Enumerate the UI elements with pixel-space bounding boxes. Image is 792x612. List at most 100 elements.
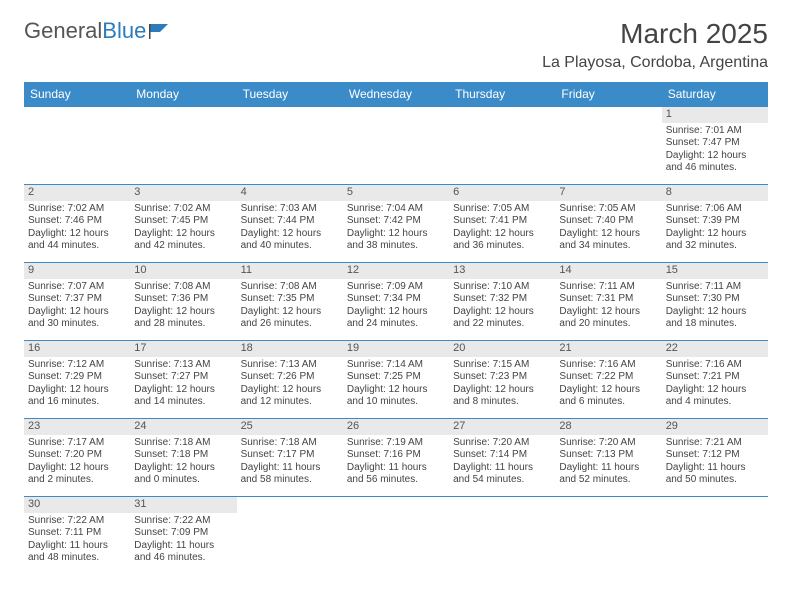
sunset-text: Sunset: 7:14 PM [453, 449, 551, 462]
sunset-text: Sunset: 7:41 PM [453, 215, 551, 228]
daylight-text: Daylight: 11 hours and 50 minutes. [666, 462, 764, 487]
day-number: 5 [343, 185, 449, 201]
calendar-body: 1Sunrise: 7:01 AMSunset: 7:47 PMDaylight… [24, 107, 768, 575]
sunset-text: Sunset: 7:31 PM [559, 293, 657, 306]
calendar-day-cell: 7Sunrise: 7:05 AMSunset: 7:40 PMDaylight… [555, 185, 661, 263]
sunset-text: Sunset: 7:16 PM [347, 449, 445, 462]
sunset-text: Sunset: 7:45 PM [134, 215, 232, 228]
sunset-text: Sunset: 7:32 PM [453, 293, 551, 306]
sunrise-text: Sunrise: 7:21 AM [666, 437, 764, 450]
calendar-table: SundayMondayTuesdayWednesdayThursdayFrid… [24, 82, 768, 575]
daylight-text: Daylight: 12 hours and 6 minutes. [559, 384, 657, 409]
day-number: 25 [237, 419, 343, 435]
daylight-text: Daylight: 12 hours and 28 minutes. [134, 306, 232, 331]
weekday-header-row: SundayMondayTuesdayWednesdayThursdayFrid… [24, 82, 768, 107]
sunset-text: Sunset: 7:11 PM [28, 527, 126, 540]
daylight-text: Daylight: 12 hours and 38 minutes. [347, 228, 445, 253]
day-number: 13 [449, 263, 555, 279]
calendar-day-cell: 31Sunrise: 7:22 AMSunset: 7:09 PMDayligh… [130, 497, 236, 575]
sunrise-text: Sunrise: 7:13 AM [134, 359, 232, 372]
daylight-text: Daylight: 12 hours and 40 minutes. [241, 228, 339, 253]
calendar-day-cell: 17Sunrise: 7:13 AMSunset: 7:27 PMDayligh… [130, 341, 236, 419]
daylight-text: Daylight: 12 hours and 44 minutes. [28, 228, 126, 253]
day-number: 31 [130, 497, 236, 513]
calendar-day-cell: 10Sunrise: 7:08 AMSunset: 7:36 PMDayligh… [130, 263, 236, 341]
day-number: 21 [555, 341, 661, 357]
calendar-empty-cell [237, 497, 343, 575]
calendar-day-cell: 13Sunrise: 7:10 AMSunset: 7:32 PMDayligh… [449, 263, 555, 341]
calendar-day-cell: 14Sunrise: 7:11 AMSunset: 7:31 PMDayligh… [555, 263, 661, 341]
calendar-day-cell: 20Sunrise: 7:15 AMSunset: 7:23 PMDayligh… [449, 341, 555, 419]
calendar-day-cell: 4Sunrise: 7:03 AMSunset: 7:44 PMDaylight… [237, 185, 343, 263]
sunrise-text: Sunrise: 7:06 AM [666, 203, 764, 216]
sunrise-text: Sunrise: 7:15 AM [453, 359, 551, 372]
sunset-text: Sunset: 7:21 PM [666, 371, 764, 384]
day-number: 8 [662, 185, 768, 201]
sunset-text: Sunset: 7:29 PM [28, 371, 126, 384]
sunset-text: Sunset: 7:12 PM [666, 449, 764, 462]
day-number: 18 [237, 341, 343, 357]
sunrise-text: Sunrise: 7:04 AM [347, 203, 445, 216]
weekday-header: Saturday [662, 82, 768, 107]
calendar-week-row: 9Sunrise: 7:07 AMSunset: 7:37 PMDaylight… [24, 263, 768, 341]
sunset-text: Sunset: 7:20 PM [28, 449, 126, 462]
calendar-empty-cell [343, 107, 449, 185]
day-number: 3 [130, 185, 236, 201]
day-number: 14 [555, 263, 661, 279]
calendar-day-cell: 2Sunrise: 7:02 AMSunset: 7:46 PMDaylight… [24, 185, 130, 263]
calendar-day-cell: 12Sunrise: 7:09 AMSunset: 7:34 PMDayligh… [343, 263, 449, 341]
sunset-text: Sunset: 7:09 PM [134, 527, 232, 540]
calendar-empty-cell [449, 497, 555, 575]
logo: GeneralBlue [24, 18, 170, 44]
logo-text-2: Blue [102, 18, 146, 44]
sunset-text: Sunset: 7:23 PM [453, 371, 551, 384]
sunset-text: Sunset: 7:27 PM [134, 371, 232, 384]
sunset-text: Sunset: 7:26 PM [241, 371, 339, 384]
calendar-day-cell: 21 Sunrise: 7:16 AMSunset: 7:22 PMDayligh… [555, 341, 661, 419]
daylight-text: Daylight: 11 hours and 54 minutes. [453, 462, 551, 487]
calendar-week-row: 23Sunrise: 7:17 AMSunset: 7:20 PMDayligh… [24, 419, 768, 497]
sunset-text: Sunset: 7:42 PM [347, 215, 445, 228]
calendar-day-cell: 16Sunrise: 7:12 AMSunset: 7:29 PMDayligh… [24, 341, 130, 419]
calendar-empty-cell [449, 107, 555, 185]
weekday-header: Thursday [449, 82, 555, 107]
sunrise-text: Sunrise: 7:01 AM [666, 125, 764, 138]
sunrise-text: Sunrise: 7:08 AM [241, 281, 339, 294]
daylight-text: Daylight: 12 hours and 16 minutes. [28, 384, 126, 409]
sunset-text: Sunset: 7:30 PM [666, 293, 764, 306]
day-number: 15 [662, 263, 768, 279]
sunset-text: Sunset: 7:17 PM [241, 449, 339, 462]
day-number: 17 [130, 341, 236, 357]
daylight-text: Daylight: 12 hours and 18 minutes. [666, 306, 764, 331]
weekday-header: Tuesday [237, 82, 343, 107]
daylight-text: Daylight: 12 hours and 36 minutes. [453, 228, 551, 253]
title-block: March 2025 La Playosa, Cordoba, Argentin… [542, 18, 768, 72]
logo-text-1: General [24, 18, 102, 44]
daylight-text: Daylight: 12 hours and 26 minutes. [241, 306, 339, 331]
calendar-week-row: 1Sunrise: 7:01 AMSunset: 7:47 PMDaylight… [24, 107, 768, 185]
sunset-text: Sunset: 7:44 PM [241, 215, 339, 228]
daylight-text: Daylight: 11 hours and 58 minutes. [241, 462, 339, 487]
calendar-empty-cell [24, 107, 130, 185]
sunset-text: Sunset: 7:22 PM [559, 371, 657, 384]
calendar-day-cell: 22Sunrise: 7:16 AMSunset: 7:21 PMDayligh… [662, 341, 768, 419]
calendar-day-cell: 18 Sunrise: 7:13 AMSunset: 7:26 PMDayligh… [237, 341, 343, 419]
sunrise-text: Sunrise: 7:16 AM [559, 359, 657, 372]
weekday-header: Monday [130, 82, 236, 107]
day-number: 22 [662, 341, 768, 357]
day-number: 24 [130, 419, 236, 435]
daylight-text: Daylight: 12 hours and 8 minutes. [453, 384, 551, 409]
sunset-text: Sunset: 7:36 PM [134, 293, 232, 306]
day-number: 2 [24, 185, 130, 201]
weekday-header: Wednesday [343, 82, 449, 107]
daylight-text: Daylight: 12 hours and 4 minutes. [666, 384, 764, 409]
day-number: 7 [555, 185, 661, 201]
sunrise-text: Sunrise: 7:05 AM [453, 203, 551, 216]
daylight-text: Daylight: 11 hours and 52 minutes. [559, 462, 657, 487]
sunrise-text: Sunrise: 7:09 AM [347, 281, 445, 294]
sunrise-text: Sunrise: 7:13 AM [241, 359, 339, 372]
location: La Playosa, Cordoba, Argentina [542, 54, 768, 72]
day-number: 26 [343, 419, 449, 435]
daylight-text: Daylight: 12 hours and 12 minutes. [241, 384, 339, 409]
sunrise-text: Sunrise: 7:07 AM [28, 281, 126, 294]
